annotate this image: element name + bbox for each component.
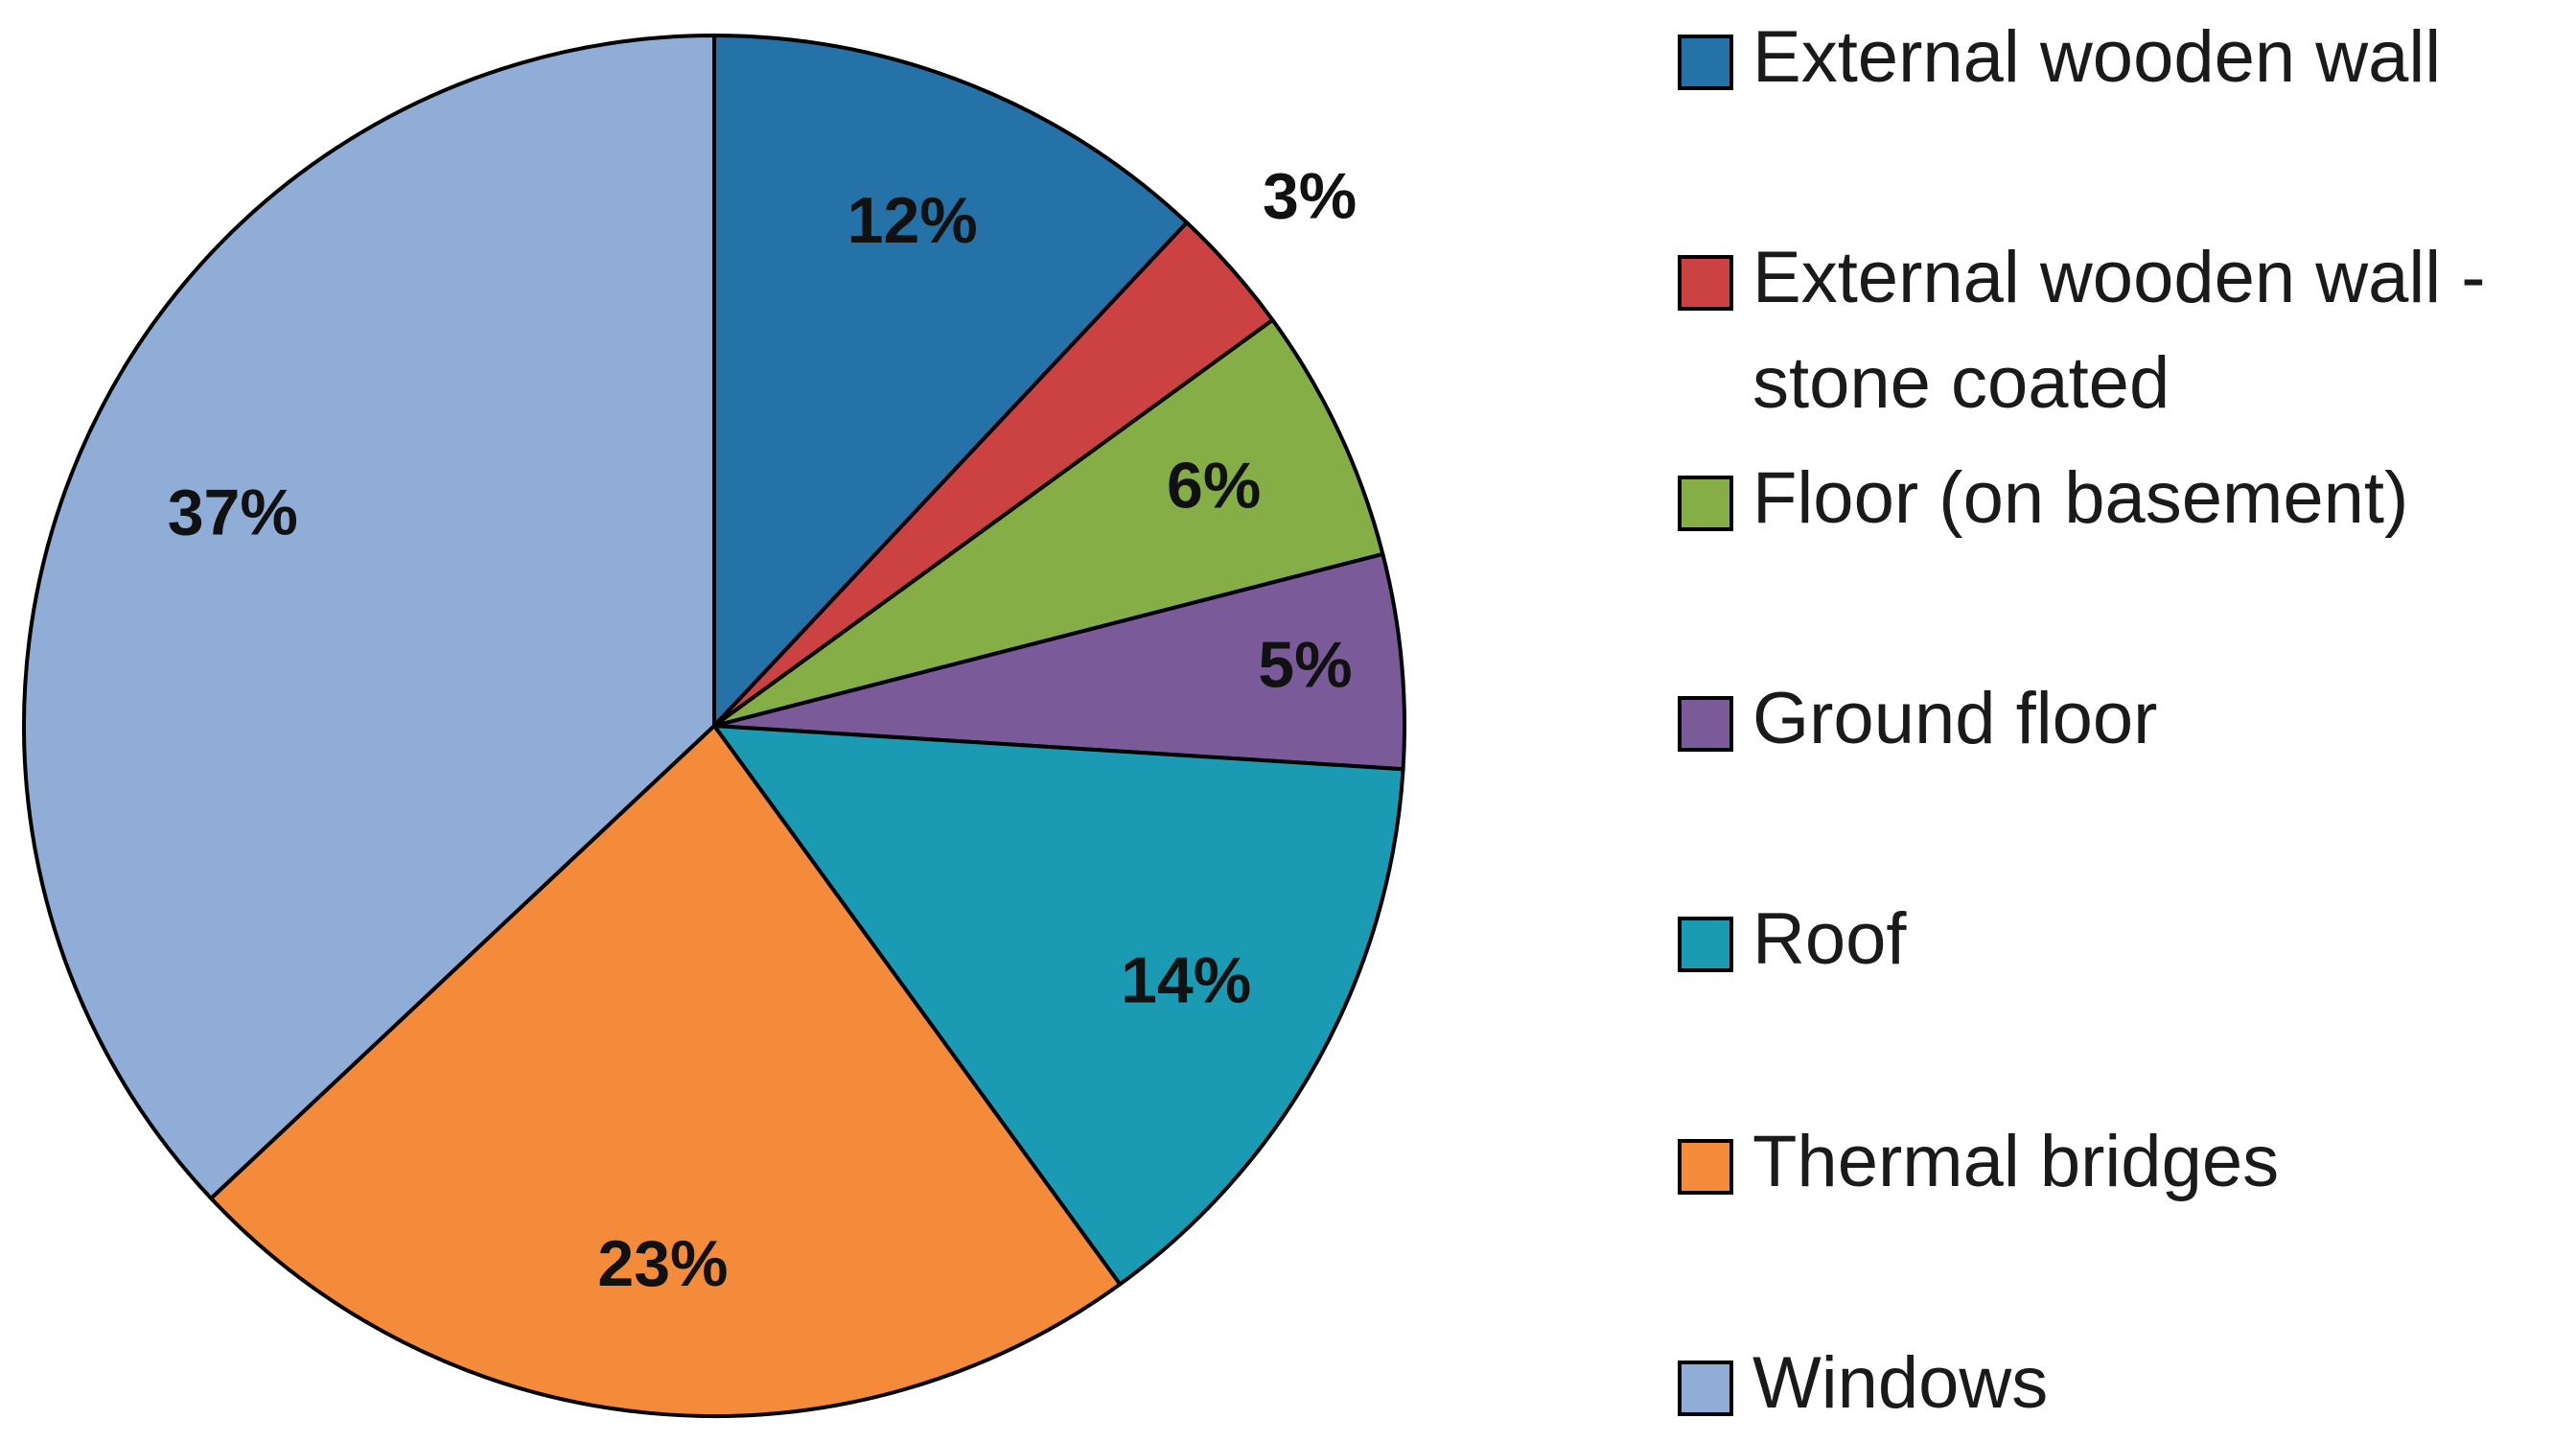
legend-entry-windows: Windows <box>1678 1342 2048 1424</box>
slice-label-thermal-bridges: 23% <box>597 1227 728 1300</box>
legend-entry-ground-floor: Ground floor <box>1678 678 2157 759</box>
pie-slice-thermal-bridges <box>209 724 1123 1418</box>
legend-swatch-thermal-bridges <box>1678 1139 1733 1195</box>
slice-label-external-wooden-wall-stone-coated: 3% <box>1263 159 1357 232</box>
legend-swatch-windows <box>1678 1361 1733 1416</box>
pie-slice-floor-on-basement <box>712 317 1385 728</box>
legend-entry-external-wooden-wall-stone-coated: External wooden wall - stone coated <box>1678 237 2486 424</box>
pie-slice-windows <box>22 34 716 1200</box>
slice-label-external-wooden-wall: 12% <box>847 184 978 257</box>
legend-entry-floor-on-basement: Floor (on basement) <box>1678 457 2408 539</box>
legend-swatch-external-wooden-wall-stone-coated <box>1678 255 1733 311</box>
legend-label-roof: Roof <box>1752 898 1907 980</box>
legend-label-external-wooden-wall-stone-coated-line-2: stone coated <box>1752 342 2170 424</box>
legend-label-external-wooden-wall: External wooden wall <box>1752 16 2441 98</box>
slice-label-windows: 37% <box>168 477 298 549</box>
legend: External wooden wall External wooden wall… <box>1678 16 2486 1424</box>
slice-label-ground-floor: 5% <box>1258 629 1352 702</box>
slice-labels: 12% 3% 6% 5% 14% 23% 37% <box>168 159 1357 1300</box>
legend-swatch-floor-on-basement <box>1678 476 1733 531</box>
legend-entry-thermal-bridges: Thermal bridges <box>1678 1121 2279 1202</box>
pie-slices <box>22 34 1406 1418</box>
pie-slice-external-wooden-wall <box>712 34 1189 728</box>
legend-label-thermal-bridges: Thermal bridges <box>1752 1121 2279 1202</box>
legend-swatch-ground-floor <box>1678 696 1733 752</box>
legend-entry-roof: Roof <box>1678 898 1907 980</box>
legend-swatch-external-wooden-wall <box>1678 35 1733 90</box>
legend-swatch-roof <box>1678 917 1733 972</box>
pie-slice-roof <box>712 724 1405 1287</box>
slice-label-roof: 14% <box>1121 944 1251 1017</box>
legend-entry-external-wooden-wall: External wooden wall <box>1678 16 2441 98</box>
legend-label-external-wooden-wall-stone-coated: External wooden wall - <box>1752 237 2486 318</box>
legend-label-windows: Windows <box>1752 1342 2048 1424</box>
slice-label-floor-on-basement: 6% <box>1167 450 1261 523</box>
legend-label-floor-on-basement: Floor (on basement) <box>1752 457 2408 539</box>
pie-slice-ground-floor <box>712 551 1406 772</box>
legend-label-ground-floor: Ground floor <box>1752 678 2157 759</box>
